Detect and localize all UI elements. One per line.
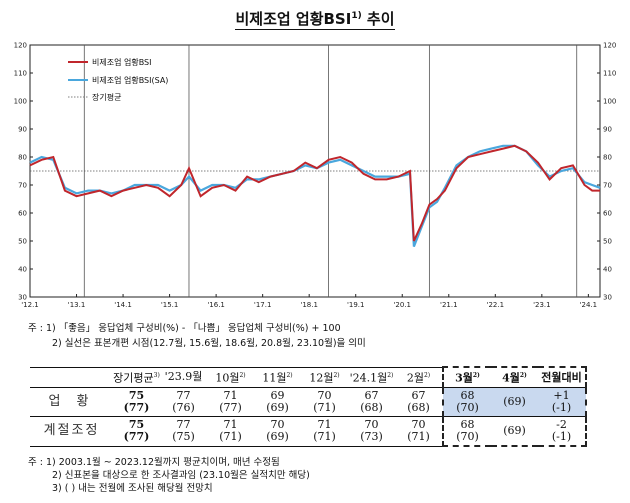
legend-label: 장기평균: [92, 92, 121, 102]
x-tick-label: '18.1: [300, 301, 318, 309]
y-tick-label-right: 30: [603, 294, 612, 302]
table-header-cell: 11월2): [254, 366, 301, 388]
legend-label: 비제조업 업황BSI: [92, 57, 152, 67]
y-tick-label-left: 30: [18, 294, 27, 302]
x-tick-label: '15.1: [161, 301, 179, 309]
y-tick-label-right: 110: [603, 70, 616, 78]
x-tick-label: '20.1: [393, 301, 411, 309]
y-tick-label-right: 70: [603, 182, 612, 190]
y-tick-label-left: 110: [14, 70, 27, 78]
title-suffix: 추이: [361, 10, 395, 30]
x-tick-label: '16.1: [207, 301, 225, 309]
table-cell: 70 (69): [254, 416, 301, 447]
x-tick-label: '21.1: [440, 301, 458, 309]
table-cell: (69): [491, 387, 538, 417]
y-tick-label-left: 120: [14, 42, 27, 50]
footnote-2: 2) 신표본을 대상으로 한 조사결과임 (23.10월은 실적치만 해당): [52, 470, 310, 481]
table-cell: 71 (71): [301, 416, 348, 447]
table-row: 계절조정 75 (77) 77 (75) 71 (71) 70 (69) 71 (71) …: [30, 416, 587, 447]
footnote-3: 3) ( ) 내는 전월에 조사된 해당월 전망치: [52, 483, 213, 494]
table-cell: 71 (77): [207, 387, 254, 417]
y-tick-label-left: 50: [18, 238, 27, 246]
x-tick-label: '13.1: [68, 301, 86, 309]
table-cell: -2 (-1): [538, 416, 587, 447]
y-tick-label-right: 80: [603, 154, 612, 162]
x-tick-label: '19.1: [347, 301, 365, 309]
table-row: 업 황 75 (77) 77 (76) 71 (77) 69 (69) 70 (71) 6…: [30, 387, 587, 417]
y-tick-label-right: 60: [603, 210, 612, 218]
table-cell: 77 (76): [160, 387, 207, 417]
x-tick-label: '23.1: [533, 301, 551, 309]
table-header-cell: 2월2): [395, 366, 443, 388]
footnote-1: 주 : 1) 2003.1월 ~ 2023.12월까지 평균치이며, 매년 수정…: [28, 457, 280, 468]
chart-title: 비제조업 업황BSI1) 추이: [0, 8, 630, 30]
table-header-cell: 12월2): [301, 366, 348, 388]
y-tick-label-right: 100: [603, 98, 616, 106]
chart-note-2: 2) 실선은 표본개편 시점(12.7월, 15.6월, 18.6월, 20.8…: [52, 338, 366, 349]
chart-note-1: 주 : 1) 「좋음」 응답업체 구성비(%) - 「나쁨」 응답업체 구성비(…: [28, 323, 341, 334]
table-cell: (69): [491, 416, 538, 447]
bsi-line-chart: 30 30 40 40 50 50 60 60 70 70 80 80 90 90 100 100 110 110…: [14, 42, 617, 310]
legend-label: 비제조업 업황BSI(SA): [92, 75, 168, 85]
y-tick-label-left: 40: [18, 266, 27, 274]
table-header-cell: 3월2): [442, 366, 491, 388]
y-tick-label-right: 120: [603, 42, 616, 50]
row-label: 계절조정: [30, 416, 113, 447]
y-tick-label-right: 40: [603, 266, 612, 274]
table-cell: 67 (68): [348, 387, 395, 417]
table-cell: 71 (71): [207, 416, 254, 447]
y-tick-label-right: 50: [603, 238, 612, 246]
table-corner: [30, 366, 113, 388]
table-header-cell: 전월대비: [538, 366, 587, 388]
y-tick-label-left: 90: [18, 126, 27, 134]
y-tick-label-left: 60: [18, 210, 27, 218]
row-label: 업 황: [30, 387, 113, 417]
x-tick-label: '12.1: [21, 301, 39, 309]
x-tick-label: '22.1: [487, 301, 505, 309]
table-cell: 75 (77): [113, 416, 160, 447]
series-line-actual: [29, 144, 600, 242]
x-tick-label: '24.1: [580, 301, 598, 309]
title-sup: 1): [351, 11, 362, 21]
x-tick-label: '17.1: [254, 301, 272, 309]
table-cell: 75 (77): [113, 387, 160, 417]
series-line-sa: [29, 144, 601, 248]
table-header-cell: '24.1월2): [348, 366, 395, 388]
table-header-cell: '23.9월: [160, 366, 207, 388]
table-header-cell: 10월2): [207, 366, 254, 388]
table-cell: 69 (69): [254, 387, 301, 417]
y-tick-label-right: 90: [603, 126, 612, 134]
table-cell: 70 (71): [301, 387, 348, 417]
table-cell: 70 (71): [395, 416, 443, 447]
table-header-row: 장기평균3) '23.9월 10월2) 11월2) 12월2) '24.1월2)…: [30, 366, 587, 388]
bsi-table: 장기평균3) '23.9월 10월2) 11월2) 12월2) '24.1월2)…: [30, 366, 587, 447]
x-tick-label: '14.1: [114, 301, 132, 309]
table-cell: 67 (68): [395, 387, 443, 417]
table-cell: +1 (-1): [538, 387, 587, 417]
table-cell: 68 (70): [442, 416, 491, 447]
y-tick-label-left: 70: [18, 182, 27, 190]
y-tick-label-left: 80: [18, 154, 27, 162]
table-cell: 77 (75): [160, 416, 207, 447]
table-header-cell: 장기평균3): [113, 366, 160, 388]
title-main: 비제조업 업황BSI: [235, 10, 352, 30]
table-cell: 68 (70): [442, 387, 491, 417]
y-tick-label-left: 100: [14, 98, 27, 106]
table-cell: 70 (73): [348, 416, 395, 447]
table-header-cell: 4월2): [491, 366, 538, 388]
